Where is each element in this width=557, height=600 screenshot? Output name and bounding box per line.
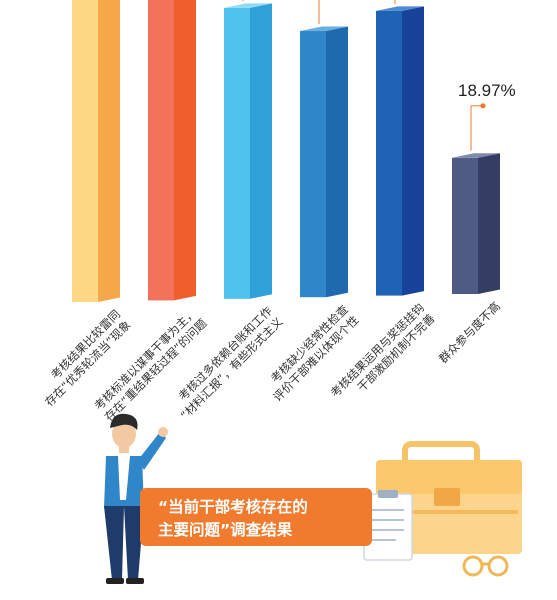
bar-side-face <box>478 153 500 294</box>
title-banner: “当前干部考核存在的 主要问题”调查结果 <box>140 488 372 546</box>
bar-top-face <box>300 26 348 32</box>
bar-front-face <box>224 7 250 299</box>
briefcase-illustration <box>363 441 522 577</box>
value-callouts: 56.03%44.83%40.52%37.07%39.66%18.97% <box>242 0 516 151</box>
bar <box>376 6 424 296</box>
bar-front-face <box>376 10 402 296</box>
bar-side-face <box>98 0 120 302</box>
category-labels: 考核结果比较雷同存在“优秀轮流当”现象考核标准以谋事干事为主，存在“重结果轻过程… <box>42 299 503 424</box>
category-label-line: 群众参与度不高 <box>436 299 503 366</box>
bar-top-face <box>452 153 500 158</box>
bar <box>72 0 120 303</box>
person-illustration <box>104 413 168 584</box>
chart-title-line-1: “当前干部考核存在的 <box>158 497 308 516</box>
bar-top-face <box>224 3 272 8</box>
bar-side-face <box>402 6 424 296</box>
value-label: 18.97% <box>458 81 516 100</box>
bar-side-face <box>250 3 272 299</box>
bar-front-face <box>72 0 98 303</box>
bar <box>452 153 500 294</box>
bar <box>224 3 272 299</box>
bar-front-face <box>300 31 326 298</box>
chart-title-line-2: 主要问题”调查结果 <box>158 520 293 539</box>
bar <box>148 0 196 301</box>
bar-side-face <box>174 0 196 301</box>
bar-series <box>72 0 500 303</box>
bar-top-face <box>376 6 424 11</box>
bar <box>300 26 348 298</box>
title-banner-bg <box>140 488 372 546</box>
callout-dot <box>480 103 486 109</box>
bar-front-face <box>452 157 478 294</box>
category-label: 群众参与度不高 <box>436 299 503 366</box>
bar-side-face <box>326 26 348 298</box>
bar-front-face <box>148 0 174 301</box>
